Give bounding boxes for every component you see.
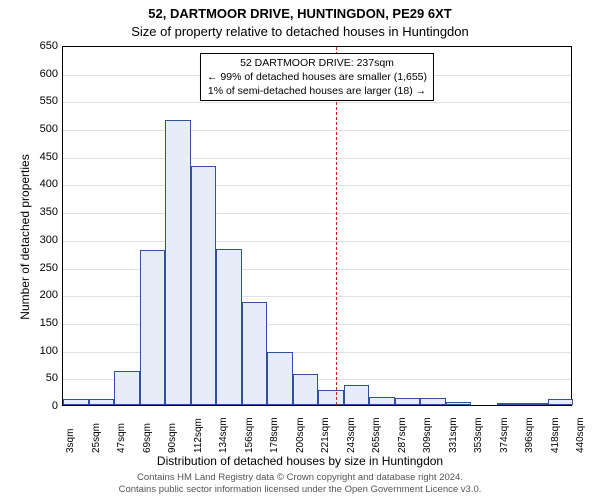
x-tick: 374sqm: [499, 417, 510, 453]
histogram-bar: [446, 402, 472, 405]
histogram-bar: [114, 371, 140, 405]
y-tick: 450: [0, 151, 58, 163]
x-axis-label: Distribution of detached houses by size …: [0, 454, 600, 468]
x-tick: 3sqm: [65, 429, 76, 453]
x-tick: 309sqm: [422, 417, 433, 453]
footer-line-2: Contains public sector information licen…: [0, 484, 600, 496]
y-tick: 100: [0, 345, 58, 357]
histogram-bar: [63, 399, 89, 405]
x-tick: 396sqm: [524, 417, 535, 453]
x-tick: 156sqm: [244, 417, 255, 453]
x-tick: 440sqm: [575, 417, 586, 453]
y-tick: 350: [0, 206, 58, 218]
histogram-bar: [420, 398, 446, 405]
x-tick: 25sqm: [91, 423, 102, 453]
x-tick: 134sqm: [218, 417, 229, 453]
histogram-bar: [165, 120, 191, 405]
x-tick: 331sqm: [448, 417, 459, 453]
property-annotation-box: 52 DARTMOOR DRIVE: 237sqm ← 99% of detac…: [200, 53, 434, 101]
histogram-bar: [140, 250, 166, 405]
annotation-line-3: 1% of semi-detached houses are larger (1…: [207, 84, 427, 98]
annotation-line-1: 52 DARTMOOR DRIVE: 237sqm: [207, 56, 427, 70]
x-tick: 353sqm: [473, 417, 484, 453]
y-tick: 650: [0, 40, 58, 52]
y-tick: 400: [0, 178, 58, 190]
y-tick: 500: [0, 123, 58, 135]
annotation-line-2: ← 99% of detached houses are smaller (1,…: [207, 70, 427, 84]
histogram-bar: [369, 397, 395, 405]
histogram-bar: [395, 398, 421, 405]
chart-container: 52, DARTMOOR DRIVE, HUNTINGDON, PE29 6XT…: [0, 0, 600, 500]
x-tick: 287sqm: [397, 417, 408, 453]
histogram-bar: [318, 390, 344, 406]
y-tick: 150: [0, 317, 58, 329]
x-tick: 178sqm: [269, 417, 280, 453]
histogram-bar: [522, 403, 548, 405]
x-tick: 418sqm: [550, 417, 561, 453]
histogram-bar: [293, 374, 319, 405]
histogram-bar: [344, 385, 370, 405]
chart-title-address: 52, DARTMOOR DRIVE, HUNTINGDON, PE29 6XT: [0, 6, 600, 21]
y-tick: 50: [0, 372, 58, 384]
histogram-bar: [497, 403, 523, 405]
plot-area: 52 DARTMOOR DRIVE: 237sqm ← 99% of detac…: [62, 46, 572, 406]
x-tick: 69sqm: [142, 423, 153, 453]
histogram-bar: [191, 166, 217, 405]
x-tick-layer: 3sqm 25sqm 47sqm 69sqm 90sqm 112sqm 134sqm 156s…: [62, 408, 572, 458]
y-tick: 0: [0, 400, 58, 412]
y-tick: 550: [0, 95, 58, 107]
x-tick: 200sqm: [295, 417, 306, 453]
x-tick: 243sqm: [346, 417, 357, 453]
histogram-bar: [548, 399, 574, 405]
footer-line-1: Contains HM Land Registry data © Crown c…: [0, 472, 600, 484]
histogram-bar: [267, 352, 293, 405]
y-tick: 600: [0, 68, 58, 80]
histogram-bar: [242, 302, 268, 405]
x-tick: 47sqm: [116, 423, 127, 453]
x-tick: 265sqm: [371, 417, 382, 453]
x-tick: 112sqm: [193, 418, 204, 453]
y-tick: 250: [0, 262, 58, 274]
histogram-bar: [89, 399, 115, 405]
footer-attribution: Contains HM Land Registry data © Crown c…: [0, 472, 600, 496]
x-tick: 90sqm: [167, 423, 178, 453]
y-tick: 200: [0, 289, 58, 301]
y-tick: 300: [0, 234, 58, 246]
chart-title-subject: Size of property relative to detached ho…: [0, 24, 600, 39]
histogram-bar: [216, 249, 242, 405]
x-tick: 221sqm: [320, 417, 331, 453]
